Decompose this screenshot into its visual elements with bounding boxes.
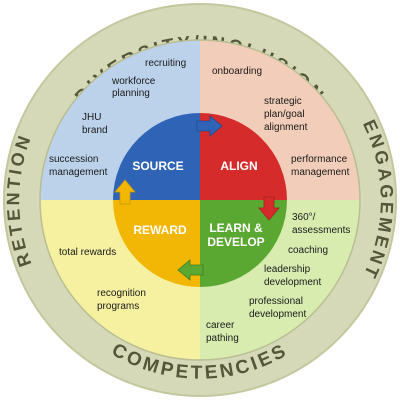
item-leadership-2: development	[264, 277, 321, 288]
core-label-learn-2: DEVELOP	[207, 235, 264, 249]
item-leadership-1: leadership	[264, 264, 311, 275]
item-succession-2: management	[49, 167, 108, 178]
item-jhu-brand-1: JHU	[82, 112, 101, 123]
item-strategic-3: alignment	[264, 122, 308, 133]
core-label-align: ALIGN	[220, 159, 257, 173]
core-learn	[200, 200, 287, 287]
arrow-left-icon	[177, 259, 204, 281]
item-jhu-brand-2: brand	[82, 125, 108, 136]
item-strategic-1: strategic	[264, 96, 302, 107]
item-recruiting: recruiting	[145, 58, 186, 69]
item-workforce-planning-1: workforce	[111, 76, 156, 87]
core-label-learn-1: LEARN &	[209, 221, 263, 235]
item-career-1: career	[206, 320, 235, 331]
item-total-rewards: total rewards	[59, 247, 116, 258]
item-coaching: coaching	[288, 245, 328, 256]
item-succession-1: succession	[49, 154, 98, 165]
item-professional-1: professional	[249, 296, 303, 307]
item-performance-1: performance	[291, 154, 348, 165]
core-label-source: SOURCE	[132, 159, 183, 173]
inner-circle-border	[39, 39, 361, 361]
item-performance-2: management	[291, 167, 350, 178]
core-source	[113, 113, 200, 200]
item-recognition-1: recognition	[97, 288, 146, 299]
item-onboarding: onboarding	[212, 66, 262, 77]
item-career-2: pathing	[206, 333, 239, 344]
core-reward	[113, 200, 200, 287]
core-align	[200, 113, 287, 200]
item-360-1: 360°/	[292, 212, 316, 223]
item-strategic-2: plan/goal	[264, 109, 305, 120]
core-label-reward: REWARD	[133, 223, 187, 237]
arrow-up-icon	[114, 179, 136, 205]
item-professional-2: development	[249, 309, 306, 320]
arrow-down-icon	[258, 196, 280, 221]
item-workforce-planning-2: planning	[112, 88, 150, 99]
arrow-right-icon	[196, 115, 223, 137]
item-360-2: assessments	[292, 225, 350, 236]
item-recognition-2: programs	[97, 301, 139, 312]
